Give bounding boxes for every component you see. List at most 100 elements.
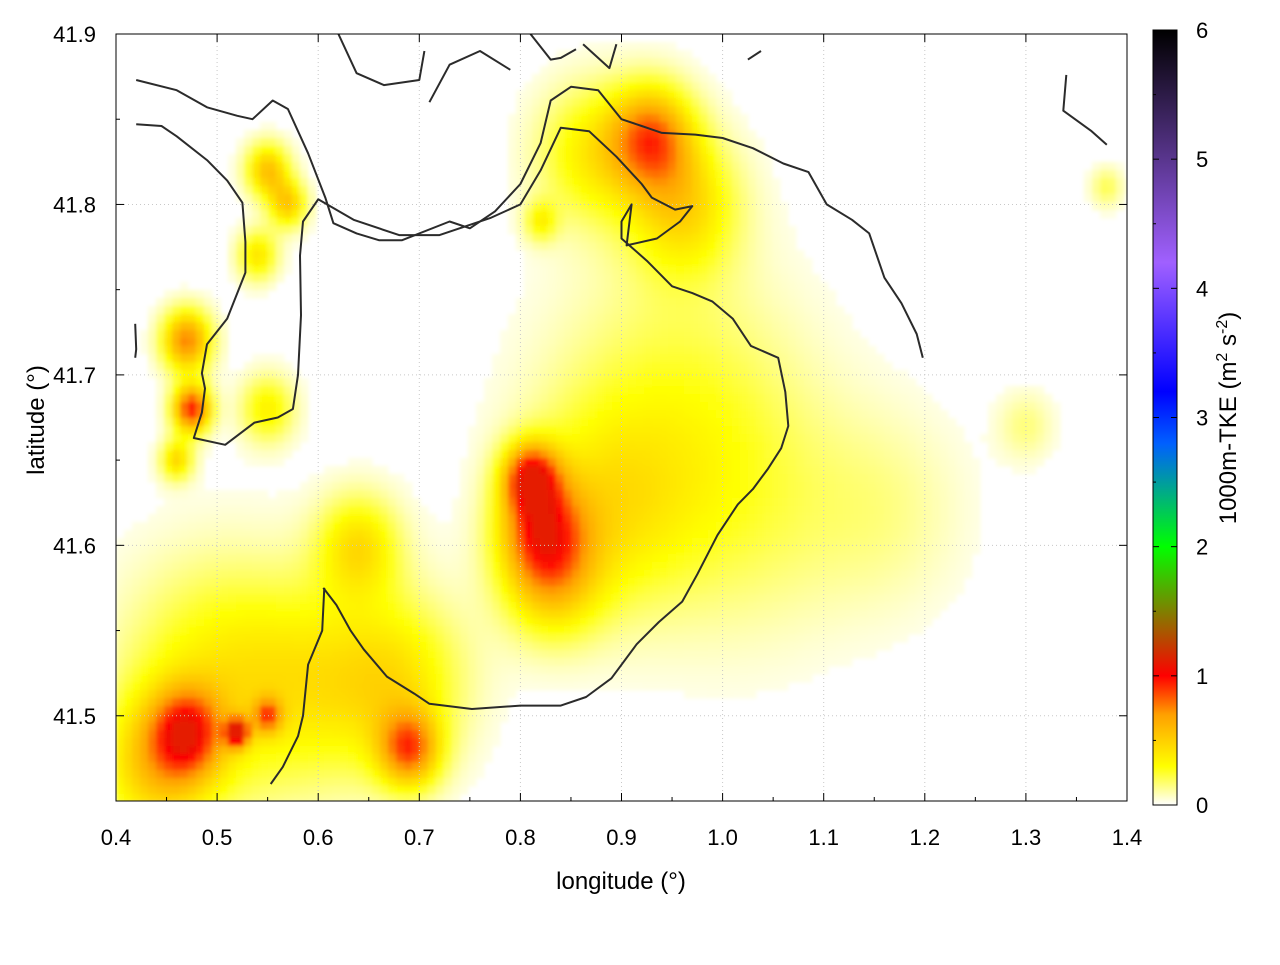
heat-cell <box>540 154 549 163</box>
heat-cell <box>228 250 237 259</box>
heat-cell <box>748 346 757 355</box>
heat-cell <box>596 314 605 323</box>
heat-cell <box>340 634 349 643</box>
heat-cell <box>732 434 741 443</box>
heat-cell <box>220 362 229 371</box>
heat-cell <box>396 490 405 499</box>
heat-cell <box>268 618 277 627</box>
heat-cell <box>204 642 213 651</box>
heat-cell <box>228 378 237 387</box>
heat-cell <box>892 546 901 555</box>
heat-cell <box>380 594 389 603</box>
heat-cell <box>252 138 261 147</box>
heat-cell <box>652 514 661 523</box>
heat-cell <box>524 634 533 643</box>
heat-cell <box>692 114 701 123</box>
heat-cell <box>212 538 221 547</box>
heat-cell <box>1012 434 1021 443</box>
heat-cell <box>860 578 869 587</box>
heat-cell <box>356 634 365 643</box>
heat-cell <box>196 594 205 603</box>
heat-cell <box>508 618 517 627</box>
heat-cell <box>652 338 661 347</box>
heat-cell <box>284 546 293 555</box>
heat-cell <box>732 538 741 547</box>
heat-cell <box>756 146 765 155</box>
heat-cell <box>684 114 693 123</box>
heat-cell <box>876 354 885 363</box>
heat-cell <box>596 130 605 139</box>
heat-cell <box>900 442 909 451</box>
heat-cell <box>588 426 597 435</box>
heat-cell <box>868 498 877 507</box>
heat-cell <box>716 562 725 571</box>
heat-cell <box>476 426 485 435</box>
heat-cell <box>388 554 397 563</box>
heat-cell <box>188 618 197 627</box>
heat-cell <box>292 218 301 227</box>
heat-cell <box>884 522 893 531</box>
heat-cell <box>628 90 637 99</box>
heat-cell <box>956 434 965 443</box>
heat-cell <box>292 434 301 443</box>
heat-cell <box>484 602 493 611</box>
heat-cell <box>556 410 565 419</box>
heat-cell <box>732 266 741 275</box>
heat-cell <box>860 466 869 475</box>
heat-cell <box>468 474 477 483</box>
heat-cell <box>660 122 669 131</box>
heat-cell <box>404 506 413 515</box>
heat-cell <box>500 562 509 571</box>
heat-cell <box>380 546 389 555</box>
heat-cell <box>524 258 533 267</box>
heat-cell <box>740 130 749 139</box>
heat-cell <box>524 106 533 115</box>
heat-cell <box>948 538 957 547</box>
heat-cell <box>612 538 621 547</box>
heat-cell <box>556 610 565 619</box>
heat-cell <box>364 538 373 547</box>
heat-cell <box>268 426 277 435</box>
heat-cell <box>796 450 805 459</box>
heat-cell <box>292 498 301 507</box>
heat-cell <box>324 610 333 619</box>
heat-cell <box>364 626 373 635</box>
heat-cell <box>676 234 685 243</box>
heat-cell <box>740 266 749 275</box>
heat-cell <box>172 554 181 563</box>
heat-cell <box>244 538 253 547</box>
heat-cell <box>180 530 189 539</box>
heat-cell <box>332 610 341 619</box>
heat-cell <box>668 426 677 435</box>
heat-cell <box>748 442 757 451</box>
heat-cell <box>748 330 757 339</box>
heat-cell <box>636 586 645 595</box>
heat-cell <box>756 386 765 395</box>
heat-cell <box>532 514 541 523</box>
heat-cell <box>420 506 429 515</box>
heat-cell <box>628 530 637 539</box>
heat-cell <box>524 122 533 131</box>
heat-cell <box>260 490 269 499</box>
heat-cell <box>660 362 669 371</box>
heat-cell <box>812 434 821 443</box>
heat-cell <box>460 586 469 595</box>
heat-cell <box>188 546 197 555</box>
heat-cell <box>156 330 165 339</box>
heat-cell <box>884 506 893 515</box>
heat-cell <box>628 138 637 147</box>
heat-cell <box>716 82 725 91</box>
heat-cell <box>636 618 645 627</box>
heat-cell <box>788 338 797 347</box>
heat-cell <box>700 274 709 283</box>
heat-cell <box>628 586 637 595</box>
heat-cell <box>484 506 493 515</box>
heat-cell <box>612 634 621 643</box>
heat-cell <box>684 122 693 131</box>
heat-cell <box>900 426 909 435</box>
heat-cell <box>492 402 501 411</box>
heat-cell <box>700 426 709 435</box>
heat-cell <box>156 466 165 475</box>
heat-cell <box>284 146 293 155</box>
heat-cell <box>972 514 981 523</box>
